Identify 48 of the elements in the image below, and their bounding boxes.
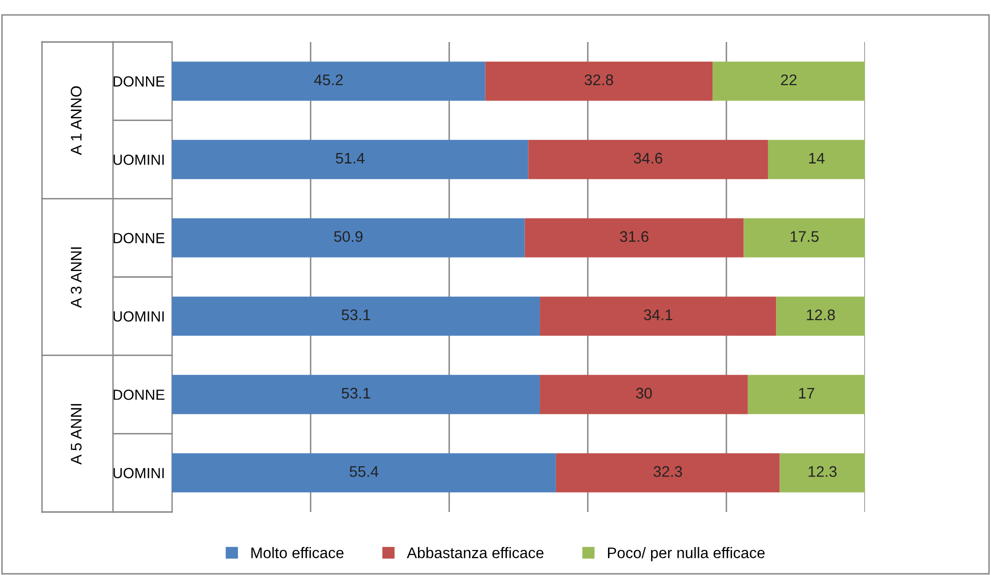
data-label: 12.3 bbox=[808, 466, 837, 477]
bar bbox=[172, 62, 486, 101]
data-label: 32.3 bbox=[654, 466, 682, 477]
data-label: 30 bbox=[636, 388, 652, 399]
bar bbox=[485, 62, 713, 101]
bar bbox=[780, 453, 865, 492]
data-label: 34.6 bbox=[634, 152, 662, 164]
data-label: 32.8 bbox=[584, 74, 614, 86]
bar bbox=[172, 140, 528, 180]
data-label: 12.8 bbox=[806, 309, 835, 320]
bar bbox=[712, 62, 865, 101]
bar bbox=[776, 296, 865, 336]
data-label: 31.6 bbox=[620, 231, 648, 242]
text: A 5 ANNI bbox=[70, 404, 82, 465]
data-label: 50.9 bbox=[334, 231, 363, 242]
y-tick-label: UOMINI bbox=[114, 468, 164, 478]
bar bbox=[768, 140, 865, 180]
y-tick-label: DONNE bbox=[114, 76, 164, 87]
bar bbox=[172, 374, 540, 414]
legend-label: Molto efficace bbox=[251, 547, 344, 558]
y-tick-label: DONNE bbox=[114, 232, 164, 244]
y-tick-label: DONNE bbox=[114, 390, 164, 400]
legend-label: Abbastanza efficace bbox=[406, 547, 544, 558]
data-label: 34.1 bbox=[644, 309, 672, 320]
data-label: 14 bbox=[809, 152, 825, 164]
data-label: 51.4 bbox=[336, 152, 365, 164]
bar bbox=[528, 140, 768, 180]
bar bbox=[556, 453, 780, 492]
legend-label: Poco/ per nulla efficace bbox=[608, 547, 765, 562]
data-label: 17.5 bbox=[790, 231, 819, 242]
data-label: 17 bbox=[799, 388, 814, 398]
bar bbox=[748, 374, 865, 414]
text: A 3 ANNI bbox=[70, 247, 82, 308]
bar bbox=[172, 296, 540, 336]
text: A 1 ANNO bbox=[70, 86, 82, 156]
bar bbox=[540, 374, 748, 414]
data-label: 55.4 bbox=[350, 466, 378, 477]
data-label: 53.1 bbox=[342, 309, 370, 320]
bar bbox=[172, 218, 525, 258]
bar bbox=[540, 296, 776, 336]
bar bbox=[744, 218, 865, 258]
bar bbox=[524, 218, 744, 258]
data-label: 53.1 bbox=[342, 388, 370, 399]
data-label: 22 bbox=[781, 74, 796, 86]
y-tick-label: UOMINI bbox=[114, 311, 164, 322]
data-label: 45.2 bbox=[314, 74, 343, 86]
y-tick-label: UOMINI bbox=[114, 154, 164, 165]
bar bbox=[172, 453, 556, 492]
